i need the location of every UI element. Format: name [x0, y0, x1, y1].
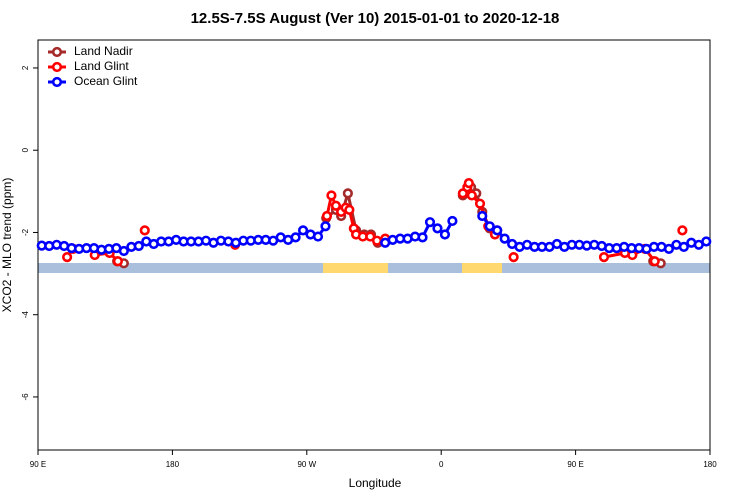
x-tick-label: 180 — [166, 460, 180, 469]
legend-marker — [51, 46, 63, 58]
data-point — [598, 252, 610, 263]
data-point — [439, 229, 451, 240]
data-point — [466, 190, 477, 201]
land-strip — [462, 263, 502, 273]
data-point — [484, 221, 495, 232]
legend-marker — [51, 76, 63, 88]
chart-title: 12.5S-7.5S August (Ver 10) 2015-01-01 to… — [191, 10, 560, 27]
y-tick-label: 0 — [21, 147, 30, 152]
y-tick-label: -4 — [21, 311, 30, 319]
data-point — [371, 235, 383, 246]
data-point — [417, 232, 428, 243]
data-point — [320, 221, 331, 232]
data-point — [62, 252, 73, 263]
data-point — [649, 256, 660, 267]
y-tick-label: -6 — [21, 393, 30, 401]
data-point — [477, 210, 488, 222]
data-point — [326, 190, 337, 201]
data-point — [290, 232, 301, 243]
x-tick-label: 180 — [703, 460, 717, 469]
data-point — [677, 225, 688, 236]
data-point — [463, 178, 474, 189]
data-point — [321, 210, 333, 222]
data-point — [492, 225, 503, 236]
data-point — [678, 241, 689, 252]
data-point — [342, 188, 353, 199]
legend-label: Ocean Glint — [74, 74, 138, 88]
x-tick-label: 90 W — [297, 460, 316, 469]
x-tick-label: 90 E — [30, 460, 46, 469]
x-tick-label: 90 E — [567, 460, 583, 469]
data-point — [118, 245, 129, 257]
data-point — [133, 240, 144, 252]
x-axis-label: Longitude — [349, 476, 402, 490]
legend-marker — [51, 61, 63, 73]
legend-label: Land Nadir — [74, 44, 133, 58]
data-point — [474, 198, 486, 209]
data-point — [112, 256, 123, 267]
x-tick-label: 0 — [439, 460, 444, 469]
data-point — [701, 236, 712, 247]
data-point — [424, 217, 436, 228]
data-point — [499, 233, 510, 244]
legend-label: Land Glint — [74, 59, 129, 73]
data-point — [663, 243, 675, 255]
data-point — [330, 200, 342, 211]
data-point — [139, 225, 150, 236]
land-strip — [323, 263, 388, 273]
y-tick-label: -2 — [21, 228, 30, 236]
y-tick-label: 2 — [21, 65, 30, 70]
data-point — [297, 225, 309, 236]
data-point — [344, 204, 355, 215]
data-point — [312, 231, 324, 242]
data-point — [508, 252, 519, 263]
data-point — [447, 215, 458, 227]
y-axis-label: XCO2 - MLO trend (ppm) — [0, 178, 14, 313]
data-point — [432, 223, 443, 234]
